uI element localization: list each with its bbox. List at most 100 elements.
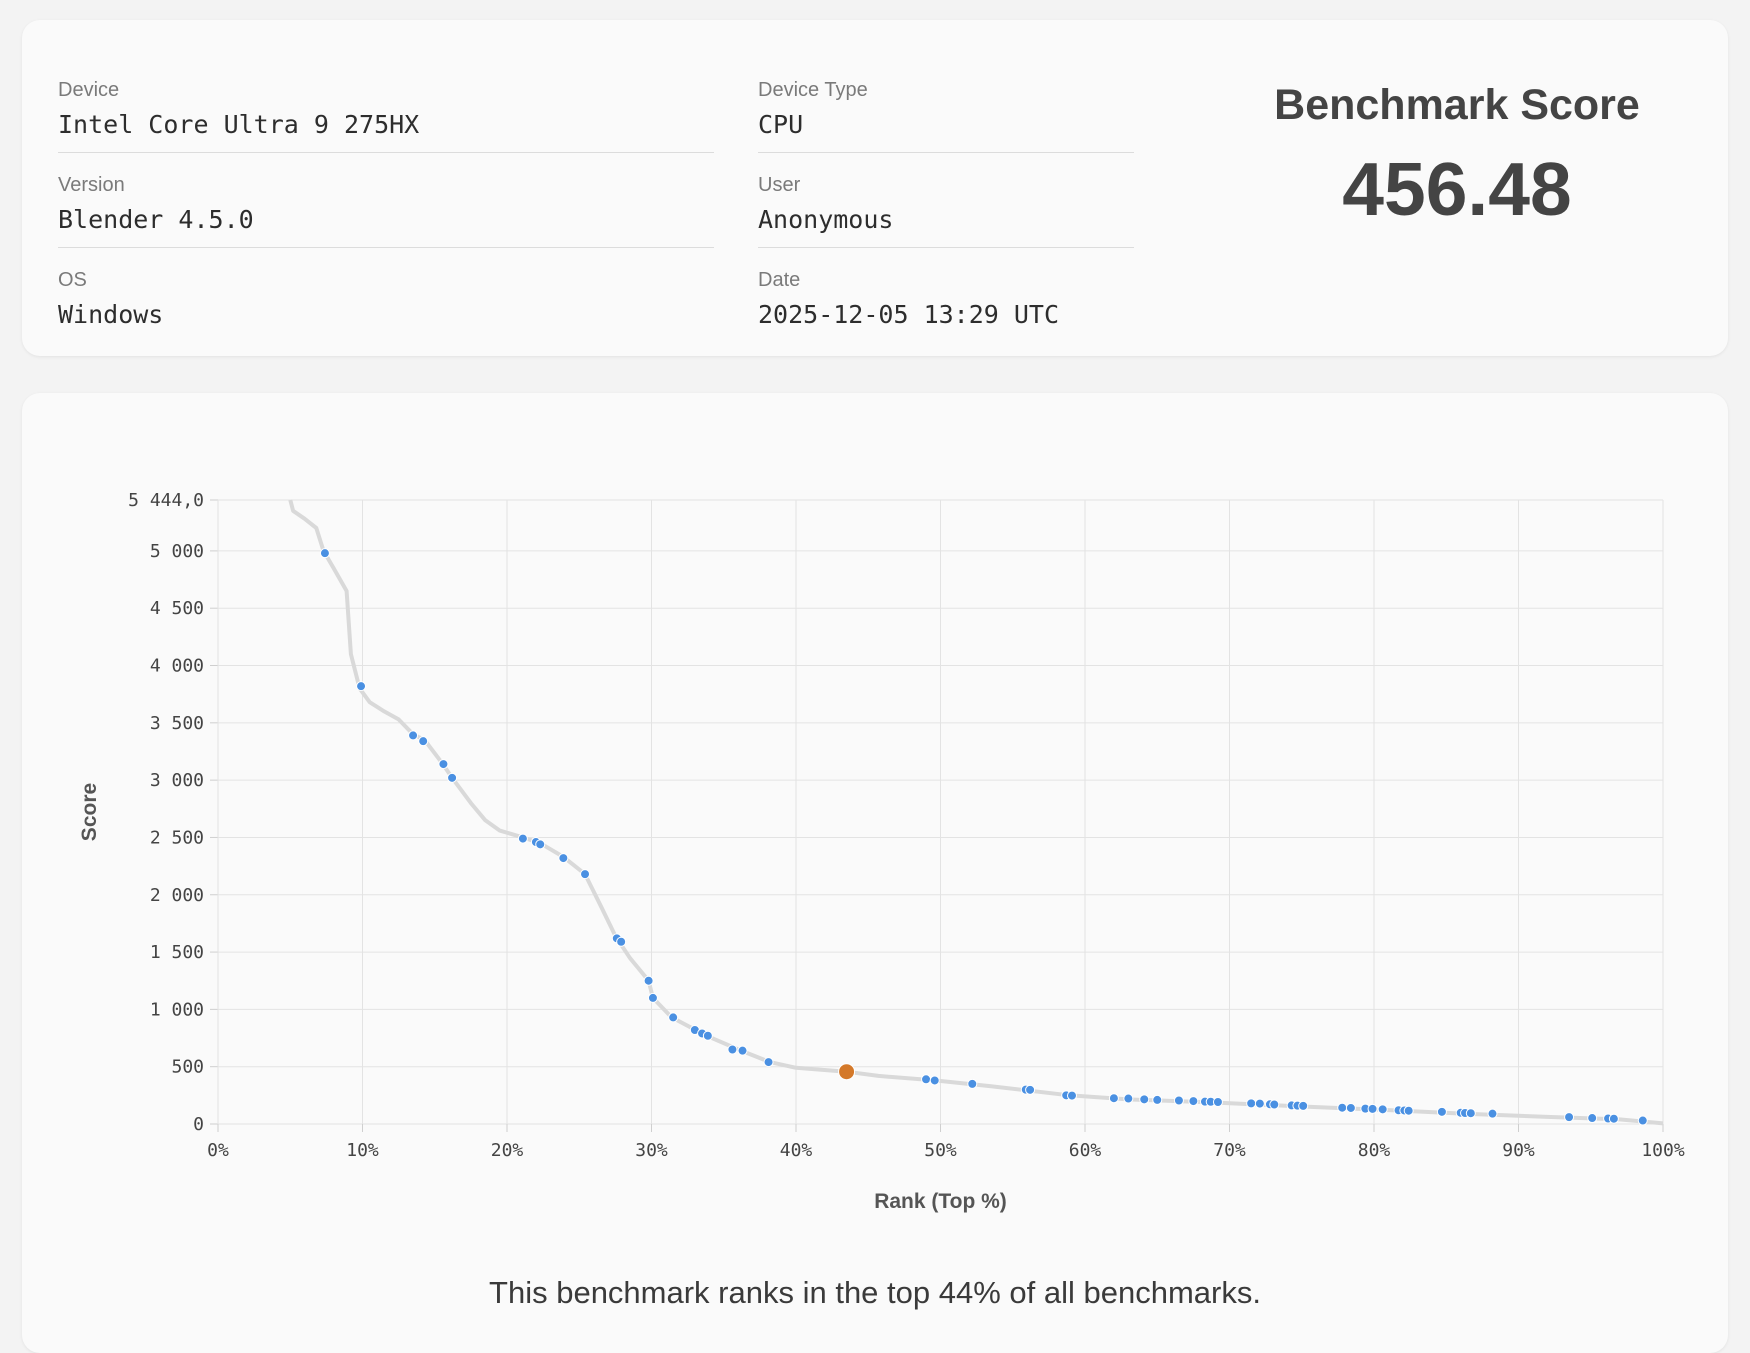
benchmark-point	[1188, 1096, 1199, 1107]
benchmark-point	[1298, 1100, 1309, 1111]
benchmark-score-value: 456.48	[1342, 147, 1572, 231]
benchmark-point	[1608, 1113, 1619, 1124]
y-tick-label: 2 000	[150, 885, 204, 906]
ranking-chart: 0 500 1 000 1 500 2 000 2 500 3 000 3 500 4 000 4…	[78, 490, 1685, 1213]
y-tick-label: 2 500	[150, 827, 204, 848]
y-tick-label: 5 000	[150, 541, 204, 562]
benchmark-point	[1367, 1103, 1378, 1114]
y-tick-label: 5 444,0	[128, 490, 204, 511]
y-tick-label: 3 500	[150, 713, 204, 734]
benchmark-score-block: Benchmark Score 456.48	[1162, 80, 1750, 234]
current-benchmark-point	[838, 1063, 856, 1081]
benchmark-point	[1436, 1106, 1447, 1117]
info-column-middle: Device Type CPU User Anonymous Date 2025…	[758, 58, 1134, 343]
benchmark-point	[702, 1030, 713, 1041]
x-tick-label: 30%	[635, 1140, 668, 1161]
benchmark-point	[438, 759, 449, 770]
benchmark-point	[1212, 1096, 1223, 1107]
benchmark-point	[763, 1057, 774, 1068]
device-value: Intel Core Ultra 9 275HX	[58, 110, 420, 139]
benchmark-point	[1269, 1099, 1280, 1110]
device-type-field: Device Type CPU	[758, 58, 1134, 153]
chart-curve-layer	[288, 499, 1664, 1126]
x-tick-label: 90%	[1502, 1140, 1535, 1161]
x-tick-label: 0%	[207, 1140, 229, 1161]
benchmark-point	[1025, 1084, 1036, 1095]
benchmark-point	[418, 736, 429, 747]
benchmark-point	[1465, 1108, 1476, 1119]
y-tick-label: 1 500	[150, 942, 204, 963]
benchmark-point	[929, 1075, 940, 1086]
x-tick-label: 10%	[346, 1140, 379, 1161]
benchmark-point	[558, 853, 569, 864]
benchmark-point	[616, 936, 627, 947]
x-tick-label: 80%	[1358, 1140, 1391, 1161]
chart-points-layer	[319, 548, 1648, 1126]
benchmark-point	[517, 833, 528, 844]
benchmark-point	[1246, 1098, 1257, 1109]
benchmark-point	[1587, 1113, 1598, 1124]
version-field: Version Blender 4.5.0	[58, 153, 714, 248]
benchmark-point	[447, 772, 458, 783]
user-value: Anonymous	[758, 205, 894, 234]
user-label: User	[758, 174, 801, 196]
device-type-label: Device Type	[758, 79, 868, 101]
benchmark-point	[1152, 1094, 1163, 1105]
version-label: Version	[58, 174, 125, 196]
benchmark-point	[1139, 1094, 1150, 1105]
os-value: Windows	[58, 300, 164, 329]
x-tick-label: 40%	[780, 1140, 813, 1161]
benchmark-point	[1637, 1115, 1648, 1126]
y-tick-label: 1 000	[150, 999, 204, 1020]
device-label: Device	[58, 79, 120, 101]
benchmark-point	[1066, 1090, 1077, 1101]
x-tick-label: 50%	[924, 1140, 957, 1161]
chart-labels-layer: 0 500 1 000 1 500 2 000 2 500 3 000 3 500 4 000 4…	[128, 490, 1685, 1161]
benchmark-point	[1337, 1102, 1348, 1113]
date-field: Date 2025-12-05 13:29 UTC	[758, 248, 1134, 343]
benchmark-point	[967, 1078, 978, 1089]
version-value: Blender 4.5.0	[58, 205, 254, 234]
benchmark-point	[408, 730, 419, 741]
benchmark-point	[1108, 1093, 1119, 1104]
date-label: Date	[758, 269, 801, 291]
benchmark-point	[1123, 1093, 1134, 1104]
benchmark-point	[643, 975, 654, 986]
benchmark-point	[668, 1012, 679, 1023]
ranking-chart-card: 0 500 1 000 1 500 2 000 2 500 3 000 3 500 4 000 4…	[22, 393, 1728, 1353]
benchmark-point	[1377, 1104, 1388, 1115]
benchmark-point	[921, 1074, 932, 1085]
score-distribution-curve	[288, 499, 1664, 1126]
info-column-left: Device Intel Core Ultra 9 275HX Version …	[58, 58, 714, 343]
x-axis-title: Rank (Top %)	[874, 1190, 1007, 1213]
user-field: User Anonymous	[758, 153, 1134, 248]
benchmark-point	[1254, 1098, 1265, 1109]
y-axis-title: Score	[78, 783, 101, 841]
date-value: 2025-12-05 13:29 UTC	[758, 300, 1060, 329]
chart-grid	[210, 499, 1664, 1132]
benchmark-point	[737, 1045, 748, 1056]
x-tick-label: 70%	[1213, 1140, 1246, 1161]
benchmark-point	[1173, 1095, 1184, 1106]
device-type-value: CPU	[758, 110, 804, 139]
benchmark-point	[1564, 1112, 1575, 1123]
benchmark-point	[535, 839, 546, 850]
y-tick-label: 3 000	[150, 770, 204, 791]
benchmark-point	[580, 869, 591, 880]
y-tick-label: 4 500	[150, 598, 204, 619]
rank-summary-text: This benchmark ranks in the top 44% of a…	[489, 1275, 1261, 1310]
benchmark-point	[1403, 1105, 1414, 1116]
benchmark-point	[356, 681, 367, 692]
device-field: Device Intel Core Ultra 9 275HX	[58, 58, 714, 153]
os-field: OS Windows	[58, 248, 714, 343]
device-info-card: Device Intel Core Ultra 9 275HX Version …	[22, 20, 1728, 356]
benchmark-point	[727, 1044, 738, 1055]
benchmark-point	[319, 548, 330, 559]
y-tick-label: 4 000	[150, 656, 204, 677]
x-tick-label: 60%	[1069, 1140, 1102, 1161]
benchmark-point	[1487, 1108, 1498, 1119]
benchmark-point	[647, 992, 658, 1003]
benchmark-score-title: Benchmark Score	[1274, 81, 1640, 129]
y-tick-label: 500	[171, 1057, 204, 1078]
x-tick-label: 20%	[491, 1140, 524, 1161]
